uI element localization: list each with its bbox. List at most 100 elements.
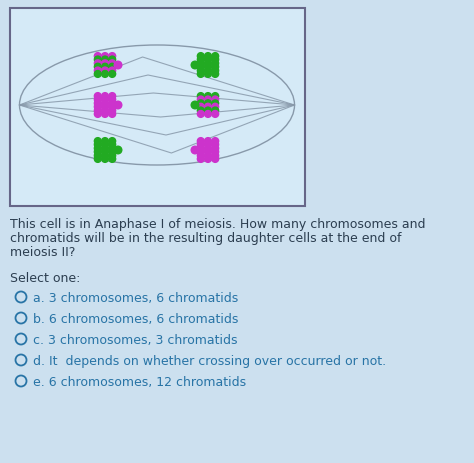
Circle shape — [109, 63, 116, 70]
Circle shape — [101, 156, 109, 163]
Circle shape — [101, 103, 109, 110]
Circle shape — [101, 138, 109, 144]
Circle shape — [109, 141, 116, 148]
Circle shape — [212, 93, 219, 100]
Circle shape — [197, 141, 204, 148]
Circle shape — [101, 53, 109, 59]
Circle shape — [197, 67, 204, 74]
Circle shape — [197, 111, 204, 117]
Circle shape — [197, 145, 204, 152]
Circle shape — [94, 111, 101, 117]
Text: c. 3 chromosomes, 3 chromatids: c. 3 chromosomes, 3 chromatids — [33, 334, 237, 347]
Circle shape — [101, 107, 109, 114]
Circle shape — [197, 70, 204, 77]
Circle shape — [197, 138, 204, 144]
Circle shape — [212, 156, 219, 163]
Circle shape — [212, 67, 219, 74]
Circle shape — [191, 101, 199, 109]
Circle shape — [101, 100, 109, 106]
Circle shape — [212, 63, 219, 70]
Circle shape — [197, 93, 204, 100]
Circle shape — [197, 152, 204, 159]
Circle shape — [197, 63, 204, 70]
Circle shape — [114, 146, 122, 154]
Circle shape — [101, 111, 109, 117]
Circle shape — [212, 141, 219, 148]
Circle shape — [205, 56, 211, 63]
Circle shape — [109, 56, 116, 63]
Circle shape — [94, 60, 101, 67]
Circle shape — [197, 53, 204, 59]
Circle shape — [94, 156, 101, 163]
Circle shape — [205, 111, 211, 117]
Circle shape — [109, 148, 116, 155]
Circle shape — [101, 148, 109, 155]
Circle shape — [114, 101, 122, 109]
Circle shape — [94, 67, 101, 74]
Circle shape — [197, 60, 204, 67]
Text: This cell is in Anaphase I of meiosis. How many chromosomes and: This cell is in Anaphase I of meiosis. H… — [10, 218, 426, 231]
Circle shape — [94, 103, 101, 110]
Circle shape — [197, 56, 204, 63]
Circle shape — [205, 145, 211, 152]
Circle shape — [212, 107, 219, 114]
Circle shape — [109, 96, 116, 103]
Circle shape — [109, 60, 116, 67]
Circle shape — [205, 156, 211, 163]
Circle shape — [101, 67, 109, 74]
Text: d. It  depends on whether crossing over occurred or not.: d. It depends on whether crossing over o… — [33, 355, 386, 368]
Circle shape — [109, 70, 116, 77]
Circle shape — [197, 148, 204, 155]
Circle shape — [205, 138, 211, 144]
Circle shape — [109, 152, 116, 159]
Circle shape — [101, 145, 109, 152]
Circle shape — [94, 148, 101, 155]
Circle shape — [191, 61, 199, 69]
Circle shape — [205, 152, 211, 159]
Circle shape — [205, 96, 211, 103]
Circle shape — [109, 103, 116, 110]
Circle shape — [109, 100, 116, 106]
Circle shape — [205, 141, 211, 148]
Circle shape — [212, 152, 219, 159]
Circle shape — [101, 56, 109, 63]
Circle shape — [197, 103, 204, 110]
Circle shape — [94, 138, 101, 144]
Text: Select one:: Select one: — [10, 272, 81, 285]
Circle shape — [94, 145, 101, 152]
Circle shape — [205, 60, 211, 67]
Circle shape — [109, 53, 116, 59]
Circle shape — [212, 148, 219, 155]
Circle shape — [109, 111, 116, 117]
Circle shape — [94, 93, 101, 100]
Circle shape — [212, 60, 219, 67]
Circle shape — [191, 146, 199, 154]
Circle shape — [94, 96, 101, 103]
Circle shape — [109, 138, 116, 144]
Circle shape — [197, 96, 204, 103]
Text: chromatids will be in the resulting daughter cells at the end of: chromatids will be in the resulting daug… — [10, 232, 401, 245]
Circle shape — [94, 107, 101, 114]
Circle shape — [212, 138, 219, 144]
Circle shape — [205, 70, 211, 77]
Circle shape — [94, 53, 101, 59]
Circle shape — [212, 145, 219, 152]
Circle shape — [101, 70, 109, 77]
Circle shape — [101, 60, 109, 67]
Circle shape — [94, 56, 101, 63]
Circle shape — [101, 63, 109, 70]
Circle shape — [205, 107, 211, 114]
Circle shape — [94, 141, 101, 148]
Circle shape — [101, 141, 109, 148]
Circle shape — [212, 111, 219, 117]
Circle shape — [109, 107, 116, 114]
Circle shape — [205, 67, 211, 74]
FancyBboxPatch shape — [10, 8, 305, 206]
Circle shape — [212, 53, 219, 59]
Circle shape — [212, 96, 219, 103]
Text: e. 6 chromosomes, 12 chromatids: e. 6 chromosomes, 12 chromatids — [33, 376, 246, 389]
Circle shape — [94, 100, 101, 106]
Text: b. 6 chromosomes, 6 chromatids: b. 6 chromosomes, 6 chromatids — [33, 313, 238, 326]
Circle shape — [197, 100, 204, 106]
Circle shape — [212, 70, 219, 77]
